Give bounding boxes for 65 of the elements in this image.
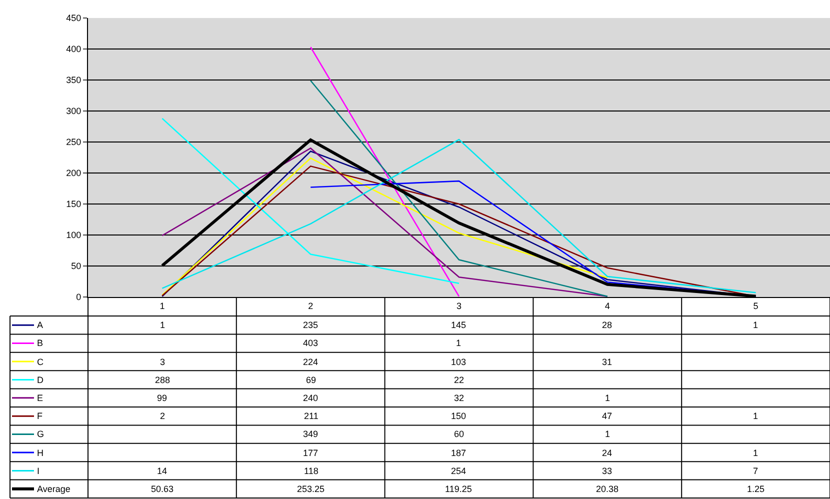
data-label: 47 — [602, 411, 612, 421]
y-tick-label: 350 — [66, 75, 82, 86]
data-label: 24 — [602, 448, 612, 458]
data-label: 118 — [304, 466, 318, 476]
data-label: 1 — [753, 411, 758, 421]
data-label: 60 — [454, 429, 464, 439]
x-tick-label: 3 — [456, 300, 462, 311]
y-tick-label: 400 — [66, 44, 82, 54]
data-label: 177 — [303, 448, 318, 458]
legend-label: D — [37, 375, 44, 385]
x-tick-label: 1 — [160, 300, 165, 311]
data-label: 20.38 — [596, 484, 619, 494]
legend-label: E — [37, 393, 44, 403]
data-label: 150 — [451, 411, 466, 421]
data-label: 1 — [160, 320, 166, 330]
legend-label: B — [37, 338, 44, 348]
data-label: 99 — [157, 393, 168, 403]
legend-label: C — [37, 357, 44, 367]
data-label: 3 — [160, 357, 166, 367]
data-label: 50.63 — [151, 484, 174, 494]
y-tick-label: 250 — [66, 137, 82, 148]
legend-label: F — [37, 411, 43, 421]
data-label: 119.25 — [445, 484, 472, 494]
data-label: 288 — [155, 375, 170, 385]
x-tick-label: 2 — [308, 300, 314, 311]
legend-label: Average — [37, 484, 70, 494]
data-label: 1 — [605, 429, 610, 439]
data-label: 69 — [306, 375, 316, 385]
legend-label: I — [37, 466, 40, 476]
y-tick-label: 450 — [66, 13, 82, 24]
data-label: 403 — [303, 338, 318, 348]
data-label: 32 — [454, 393, 464, 403]
data-label: 103 — [451, 357, 466, 367]
data-label: 253.25 — [297, 484, 325, 494]
x-tick-label: 4 — [604, 300, 610, 311]
data-label: 28 — [602, 320, 612, 330]
data-label: 7 — [753, 466, 758, 476]
data-label: 14 — [157, 466, 168, 476]
data-label: 2 — [160, 411, 166, 421]
y-tick-label: 200 — [66, 168, 82, 178]
data-label: 254 — [451, 466, 466, 476]
data-label: 211 — [304, 411, 318, 421]
y-tick-label: 150 — [66, 199, 82, 210]
y-tick-label: 50 — [71, 261, 82, 272]
data-label: 224 — [303, 357, 318, 367]
data-label: 31 — [602, 357, 612, 367]
data-label: 235 — [303, 320, 318, 330]
data-label: 187 — [451, 448, 466, 458]
data-label: 240 — [303, 393, 318, 403]
y-tick-label: 0 — [76, 292, 82, 302]
y-tick-label: 300 — [66, 106, 82, 116]
y-tick-label: 100 — [66, 230, 82, 240]
data-label: 22 — [454, 375, 464, 385]
data-label: 1 — [456, 338, 462, 348]
data-label: 1 — [753, 320, 758, 330]
legend-label: A — [37, 320, 44, 330]
data-label: 1 — [605, 393, 610, 403]
data-label: 1.25 — [747, 484, 765, 494]
x-tick-label: 5 — [753, 300, 758, 311]
data-label: 1 — [753, 448, 758, 458]
data-label: 349 — [303, 429, 318, 439]
data-label: 145 — [451, 320, 466, 330]
legend-label: H — [37, 448, 44, 458]
data-label: 33 — [602, 466, 612, 476]
legend-label: G — [37, 429, 44, 439]
